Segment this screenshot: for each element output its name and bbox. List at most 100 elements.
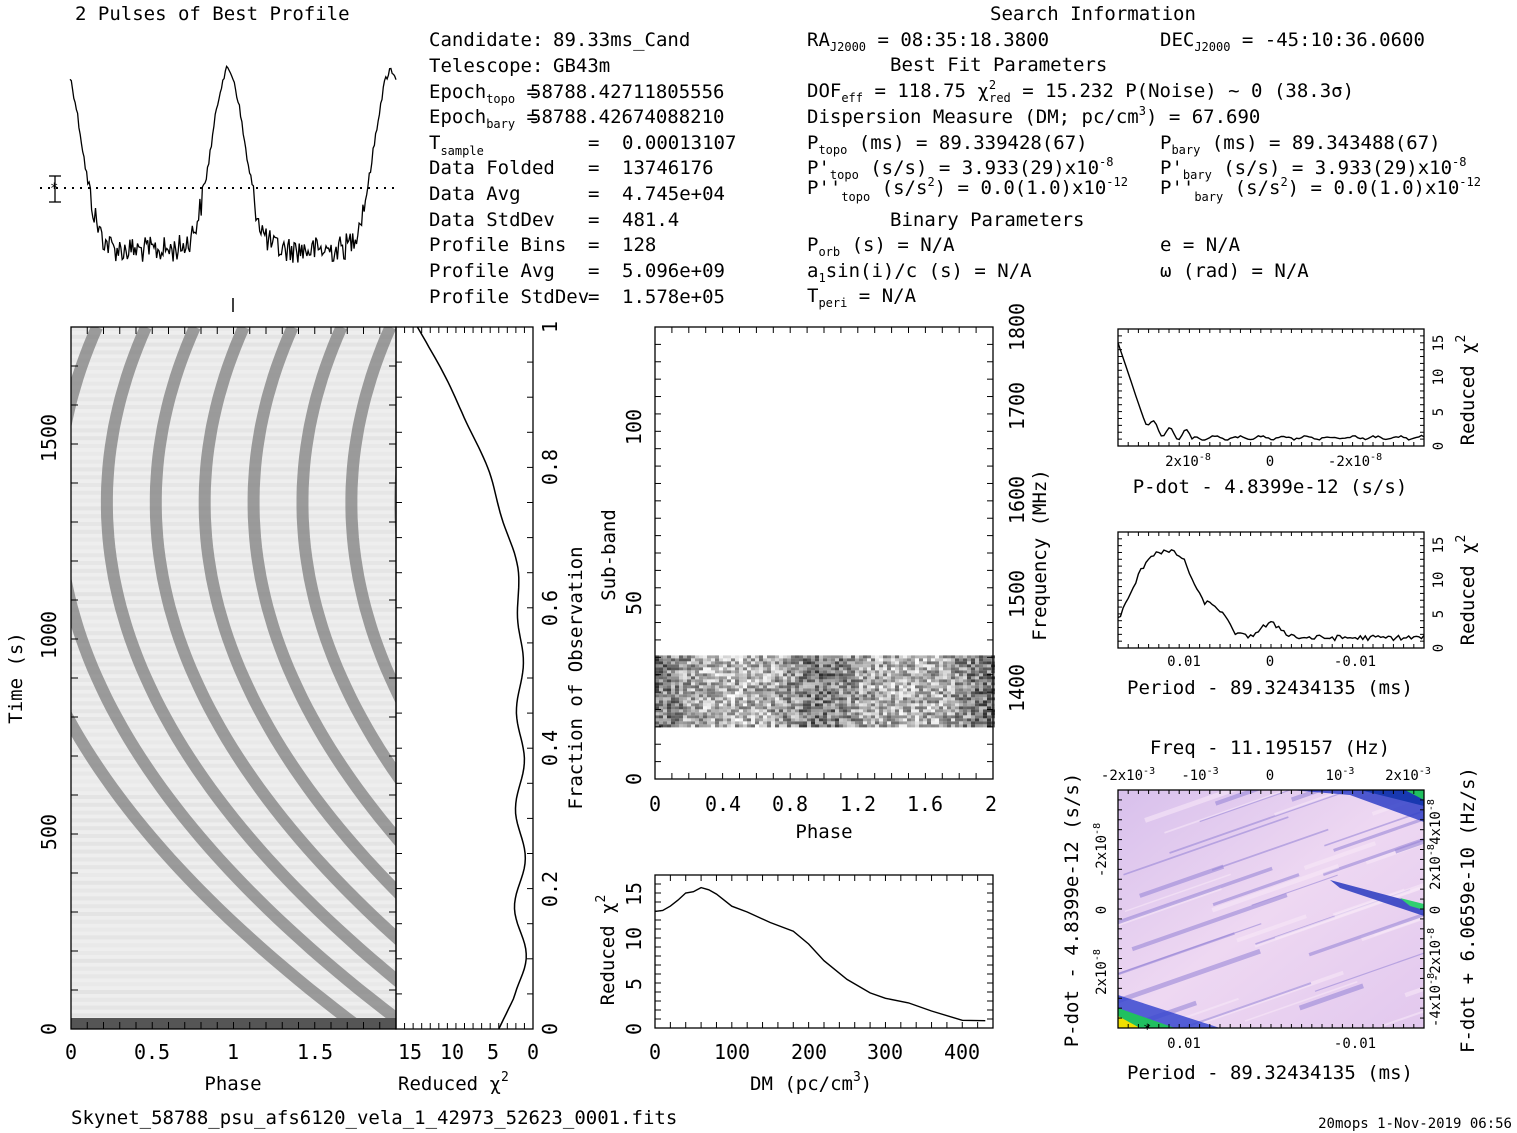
subband-cell [735, 709, 739, 713]
svg-text:100: 100 [714, 1040, 750, 1064]
subband-cell [907, 679, 911, 683]
subband-cell [763, 700, 767, 704]
subband-cell [655, 721, 659, 725]
subband-cell [719, 694, 723, 698]
subband-cell [815, 718, 819, 722]
subband-cell [683, 709, 687, 713]
profile-bins: 128 [622, 234, 656, 256]
svg-text:0: 0 [1266, 768, 1274, 784]
subband-cell [835, 664, 839, 668]
subband-cell [739, 700, 743, 704]
subband-cell [959, 724, 963, 728]
subband-cell [803, 685, 807, 689]
subband-cell [951, 721, 955, 725]
subband-cell [951, 676, 955, 680]
subband-cell [927, 706, 931, 710]
subband-cell [883, 712, 887, 716]
subband-cell [699, 715, 703, 719]
subband-cell [679, 700, 683, 704]
subband-cell [739, 670, 743, 674]
subband-cell [835, 691, 839, 695]
subband-cell [775, 718, 779, 722]
svg-text:P'topo (s/s) = 3.933(29)x10-8: P'topo (s/s) = 3.933(29)x10-8 [807, 155, 1113, 182]
profile-avg: 5.096e+09 [622, 260, 725, 282]
subband-cell [751, 697, 755, 701]
subband-cell [979, 718, 983, 722]
svg-text:0: 0 [1431, 442, 1447, 450]
ppdot-streak [1274, 790, 1349, 816]
subband-cell [943, 721, 947, 725]
subband-cell [911, 700, 915, 704]
subband-cell [967, 709, 971, 713]
subband-cell [791, 676, 795, 680]
tp-noise-row [71, 912, 396, 916]
subband-cell [771, 676, 775, 680]
subband-cell [911, 718, 915, 722]
subband-cell [947, 706, 951, 710]
subband-cell [987, 661, 991, 665]
subband-cell [755, 715, 759, 719]
subband-cell [823, 655, 827, 659]
subband-cell [819, 691, 823, 695]
subband-cell [823, 697, 827, 701]
subband-cell [851, 664, 855, 668]
ppdot-streak [1144, 790, 1240, 823]
subband-cell [903, 676, 907, 680]
subband-cell [739, 682, 743, 686]
subband-cell [783, 667, 787, 671]
subband-cell [835, 697, 839, 701]
subband-cell [987, 721, 991, 725]
subband-cell [711, 703, 715, 707]
subband-cell [911, 667, 915, 671]
ppdot-streak [1322, 837, 1424, 876]
subband-cell [983, 703, 987, 707]
subband-cell [951, 694, 955, 698]
subband-cell [987, 697, 991, 701]
subband-cell [855, 658, 859, 662]
subband-cell [763, 664, 767, 668]
subband-cell [771, 712, 775, 716]
subband-cell [747, 712, 751, 716]
subband-cell [739, 655, 743, 659]
subband-cell [775, 679, 779, 683]
subband-cell [951, 673, 955, 677]
subband-cell [871, 724, 875, 728]
subband-cell [783, 691, 787, 695]
subband-cell [955, 712, 959, 716]
subband-cell [975, 715, 979, 719]
svg-text:0: 0 [527, 1040, 539, 1064]
subband-cell [895, 724, 899, 728]
subband-cell [783, 706, 787, 710]
tp-noise-row [71, 670, 396, 675]
subband-cell [863, 682, 867, 686]
subband-cell [899, 709, 903, 713]
subband-cell [691, 694, 695, 698]
subband-cell [855, 679, 859, 683]
svg-text:0.2: 0.2 [538, 871, 562, 907]
subband-cell [879, 700, 883, 704]
subband-cell [955, 658, 959, 662]
subband-cell [951, 685, 955, 689]
subband-cell [847, 700, 851, 704]
ppdot-streak [1211, 828, 1329, 872]
subband-cell [771, 724, 775, 728]
subband-cell [679, 706, 683, 710]
subband-cell [819, 682, 823, 686]
subband-cell [791, 697, 795, 701]
subband-cell [951, 688, 955, 692]
subband-cell [815, 706, 819, 710]
subband-cell [887, 724, 891, 728]
chi2-time-panel: 15 10 5 0 Reduced χ2 0 0.2 0.4 0.6 0.8 1… [395, 321, 587, 1095]
subband-cell [811, 697, 815, 701]
subband-cell [787, 667, 791, 671]
subband-cell [707, 709, 711, 713]
subband-cell [939, 724, 943, 728]
subband-cell [899, 679, 903, 683]
subband-cell [907, 721, 911, 725]
svg-text:a1sin(i)/c (s) = N/A: a1sin(i)/c (s) = N/A [807, 260, 1032, 285]
subband-cell [663, 706, 667, 710]
subband-cell [919, 706, 923, 710]
tp-noise-row [71, 701, 396, 706]
telescope-value: GB43m [553, 55, 610, 77]
tp-noise-row [71, 685, 396, 690]
